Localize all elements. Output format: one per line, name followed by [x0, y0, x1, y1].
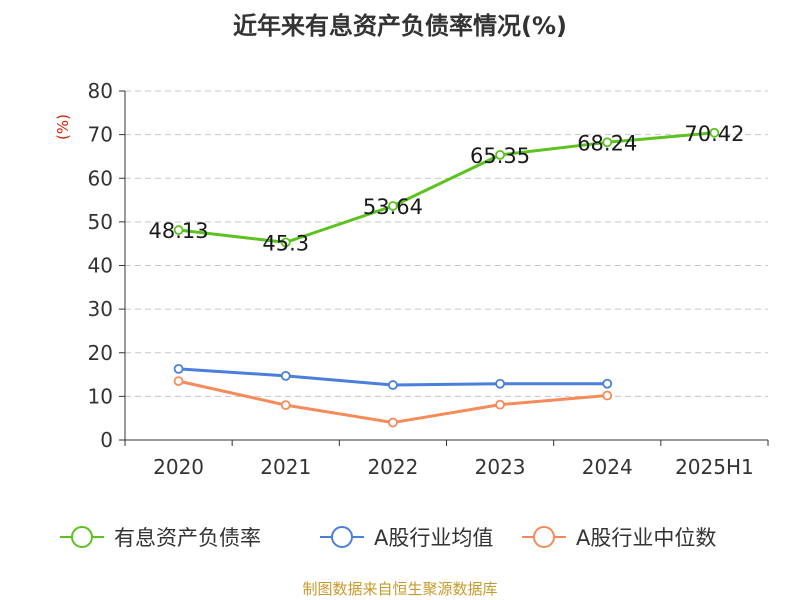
legend-label: A股行业均值 — [374, 526, 493, 550]
data-labels: 48.13 45.3 53.64 65.35 68.24 70.42 — [149, 122, 745, 256]
data-label: 53.64 — [363, 195, 423, 219]
data-point-industry_median — [495, 399, 505, 410]
axes: 0 10 20 30 40 50 60 70 80 2020 2021 2022 2023 2024 202… — [88, 79, 769, 479]
y-tick-label: 50 — [88, 210, 113, 234]
x-tick-label: 2021 — [260, 455, 311, 479]
data-label: 45.3 — [262, 231, 309, 255]
x-tick-label: 2022 — [367, 455, 418, 479]
data-label: 68.24 — [577, 131, 637, 155]
grid-lines — [125, 90, 768, 397]
series — [173, 127, 720, 428]
y-tick-label: 0 — [100, 428, 113, 452]
data-point-industry_median — [280, 400, 291, 411]
y-tick-label: 70 — [88, 123, 113, 147]
data-label: 70.42 — [684, 122, 744, 146]
y-axis-unit: (%) — [54, 114, 72, 140]
legend-item-debt_ratio[interactable]: 有息资产负债率 — [60, 526, 261, 550]
legend-label: A股行业中位数 — [576, 526, 716, 550]
data-point-debt_ratio — [495, 150, 505, 160]
y-tick-label: 20 — [88, 341, 113, 365]
x-tick-label: 2024 — [582, 455, 633, 479]
data-point-debt_ratio — [173, 225, 184, 235]
legend-swatch-marker — [533, 526, 555, 548]
data-point-debt_ratio — [602, 137, 613, 148]
y-tick-label: 10 — [88, 384, 113, 408]
data-point-industry_avg — [602, 378, 613, 389]
legend-swatch-marker — [331, 526, 353, 548]
data-point-debt_ratio — [280, 237, 291, 248]
x-tick-label: 2025H1 — [675, 455, 754, 479]
y-tick-label: 30 — [88, 297, 113, 321]
y-tick-label: 40 — [88, 254, 113, 278]
data-point-industry_avg — [280, 370, 291, 381]
x-tick-label: 2020 — [153, 455, 204, 479]
legend[interactable]: 有息资产负债率 A股行业均值 A股行业中位数 — [60, 526, 716, 550]
data-point-debt_ratio — [709, 127, 720, 138]
y-tick-label: 60 — [88, 166, 113, 190]
data-point-industry_median — [602, 390, 613, 401]
series-line-debt_ratio — [178, 131, 715, 244]
legend-item-industry_median[interactable]: A股行业中位数 — [522, 526, 716, 550]
data-label: 48.13 — [149, 219, 209, 243]
source-note: 制图数据来自恒生聚源数据库 — [302, 580, 497, 598]
legend-item-industry_avg[interactable]: A股行业均值 — [320, 526, 493, 550]
data-point-industry_avg — [173, 363, 184, 374]
chart-title: 近年来有息资产负债率情况(%) — [233, 12, 567, 40]
data-label: 65.35 — [470, 144, 530, 168]
data-point-debt_ratio — [388, 201, 398, 211]
legend-swatch-marker — [71, 526, 93, 548]
data-point-industry_avg — [388, 380, 398, 390]
legend-label: 有息资产负债率 — [114, 526, 261, 550]
x-tick-label: 2023 — [475, 455, 526, 479]
data-point-industry_median — [388, 417, 398, 428]
data-point-industry_median — [173, 376, 184, 387]
y-tick-label: 80 — [88, 79, 113, 103]
data-point-industry_avg — [495, 378, 505, 389]
